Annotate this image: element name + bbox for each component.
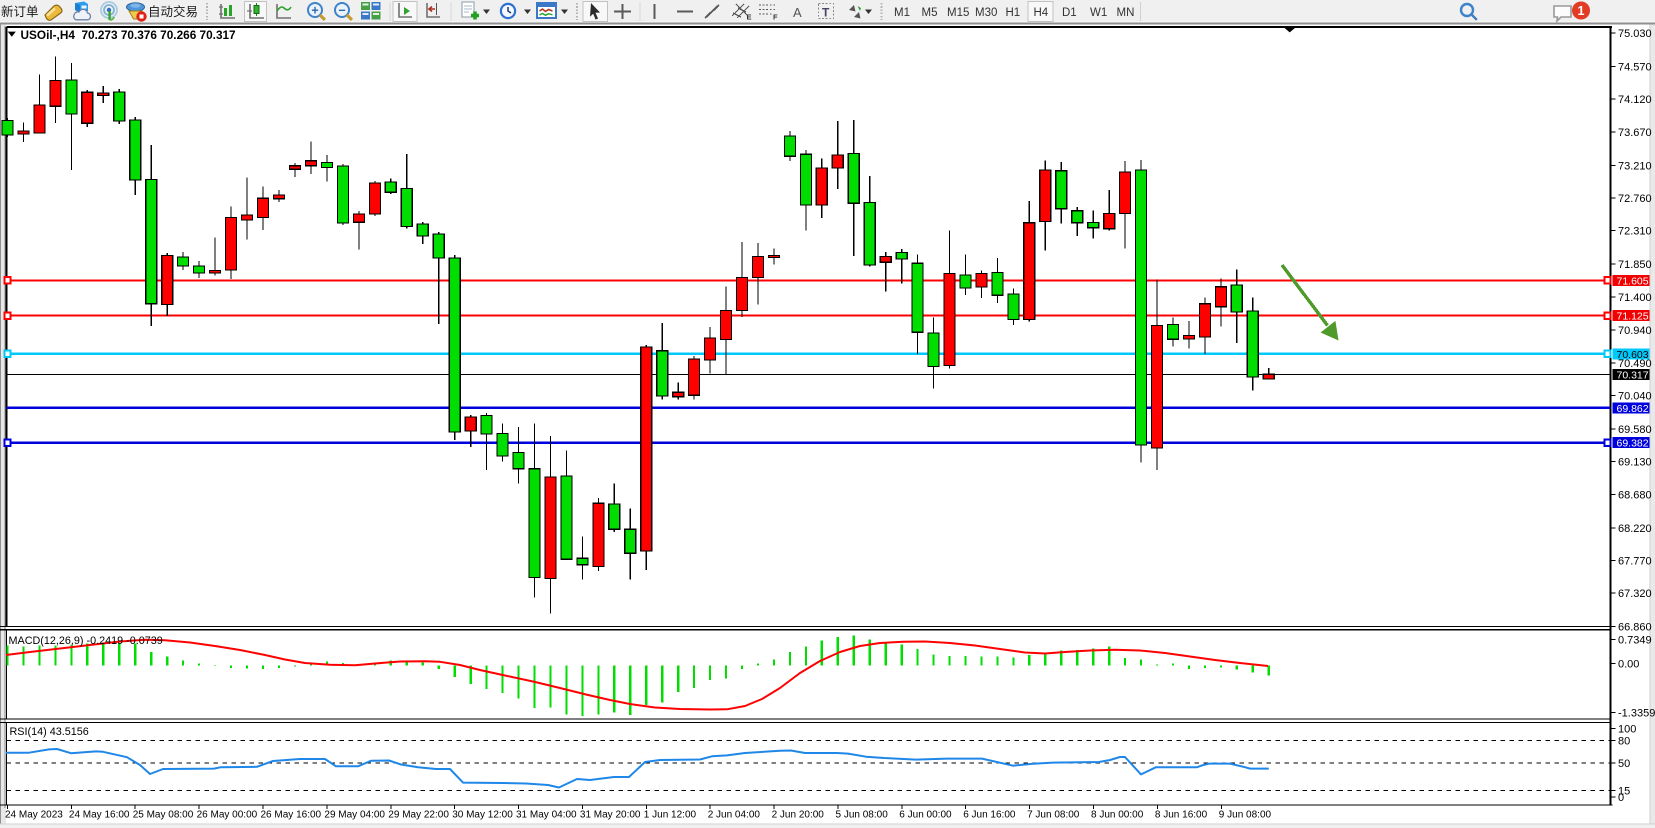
- svg-text:7 Jun 08:00: 7 Jun 08:00: [1027, 810, 1080, 821]
- svg-text:H1: H1: [1006, 7, 1021, 19]
- svg-text:0: 0: [1618, 792, 1624, 804]
- svg-text:1: 1: [1578, 4, 1585, 18]
- svg-text:E: E: [747, 13, 752, 22]
- svg-text:50: 50: [1618, 758, 1630, 770]
- svg-text:69.580: 69.580: [1618, 424, 1652, 436]
- svg-text:-1.3359: -1.3359: [1618, 707, 1655, 719]
- svg-text:67.770: 67.770: [1618, 556, 1652, 568]
- svg-text:68.220: 68.220: [1618, 523, 1652, 535]
- svg-text:25 May 08:00: 25 May 08:00: [133, 810, 194, 821]
- svg-text:73.210: 73.210: [1618, 160, 1652, 172]
- svg-text:100: 100: [1618, 724, 1636, 736]
- svg-text:75.030: 75.030: [1618, 28, 1652, 40]
- svg-text:70.603: 70.603: [1617, 349, 1649, 361]
- svg-text:72.310: 72.310: [1618, 226, 1652, 238]
- svg-text:+: +: [311, 3, 318, 17]
- svg-text:0.7349: 0.7349: [1618, 634, 1652, 646]
- svg-text:74.570: 74.570: [1618, 61, 1652, 73]
- svg-text:31 May 04:00: 31 May 04:00: [516, 810, 577, 821]
- svg-text:67.320: 67.320: [1618, 588, 1652, 600]
- svg-text:66.860: 66.860: [1618, 622, 1652, 634]
- svg-text:M1: M1: [894, 7, 910, 19]
- svg-text:MN: MN: [1117, 7, 1135, 19]
- svg-text:74.120: 74.120: [1618, 94, 1652, 106]
- svg-text:6 Jun 16:00: 6 Jun 16:00: [963, 810, 1016, 821]
- svg-text:T: T: [822, 6, 830, 20]
- svg-text:−: −: [338, 3, 345, 17]
- svg-text:新订单: 新订单: [1, 4, 39, 19]
- svg-text:30 May 12:00: 30 May 12:00: [452, 810, 513, 821]
- svg-text:70.317: 70.317: [1617, 369, 1649, 381]
- svg-text:9 Jun 08:00: 9 Jun 08:00: [1219, 810, 1272, 821]
- svg-text:自动交易: 自动交易: [148, 4, 198, 19]
- svg-text:A: A: [793, 5, 802, 20]
- svg-text:24 May 2023: 24 May 2023: [5, 810, 63, 821]
- svg-text:73.670: 73.670: [1618, 127, 1652, 139]
- svg-text:0.00: 0.00: [1618, 658, 1639, 670]
- svg-text:2 Jun 20:00: 2 Jun 20:00: [772, 810, 825, 821]
- svg-text:M30: M30: [975, 7, 997, 19]
- svg-text:71.605: 71.605: [1617, 275, 1649, 287]
- svg-text:15: 15: [1618, 786, 1630, 798]
- svg-text:6 Jun 00:00: 6 Jun 00:00: [899, 810, 952, 821]
- svg-text:8 Jun 16:00: 8 Jun 16:00: [1155, 810, 1208, 821]
- svg-text:69.862: 69.862: [1617, 403, 1649, 415]
- svg-text:68.680: 68.680: [1618, 489, 1652, 501]
- svg-text:72.760: 72.760: [1618, 193, 1652, 205]
- svg-text:MACD(12,26,9) -0.2419 -0.0739: MACD(12,26,9) -0.2419 -0.0739: [9, 635, 163, 647]
- svg-text:31 May 20:00: 31 May 20:00: [580, 810, 641, 821]
- svg-text:29 May 22:00: 29 May 22:00: [388, 810, 449, 821]
- svg-text:W1: W1: [1090, 7, 1107, 19]
- svg-text:71.400: 71.400: [1618, 292, 1652, 304]
- svg-text:M5: M5: [922, 7, 938, 19]
- svg-text:29 May 04:00: 29 May 04:00: [324, 810, 385, 821]
- svg-text:24 May 16:00: 24 May 16:00: [69, 810, 130, 821]
- svg-text:71.850: 71.850: [1618, 259, 1652, 271]
- svg-text:F: F: [773, 13, 778, 22]
- svg-text:D1: D1: [1062, 7, 1077, 19]
- svg-text:8 Jun 00:00: 8 Jun 00:00: [1091, 810, 1144, 821]
- svg-text:26 May 00:00: 26 May 00:00: [197, 810, 258, 821]
- svg-text:M15: M15: [947, 7, 969, 19]
- svg-text:H4: H4: [1034, 7, 1049, 19]
- svg-text:70.490: 70.490: [1618, 358, 1652, 370]
- svg-text:5 Jun 08:00: 5 Jun 08:00: [836, 810, 889, 821]
- svg-text:1 Jun 12:00: 1 Jun 12:00: [644, 810, 697, 821]
- svg-text:71.125: 71.125: [1617, 311, 1649, 323]
- svg-text:2 Jun 04:00: 2 Jun 04:00: [708, 810, 761, 821]
- svg-text:26 May 16:00: 26 May 16:00: [261, 810, 322, 821]
- svg-text:69.130: 69.130: [1618, 457, 1652, 469]
- svg-text:69.382: 69.382: [1617, 438, 1649, 450]
- svg-text:80: 80: [1618, 735, 1630, 747]
- svg-text:RSI(14) 43.5156: RSI(14) 43.5156: [10, 726, 89, 738]
- svg-text:70.040: 70.040: [1618, 391, 1652, 403]
- svg-text:70.940: 70.940: [1618, 325, 1652, 337]
- svg-text:USOil-,H4 70.273 70.376 70.26: USOil-,H4 70.273 70.376 70.266 70.317: [21, 28, 237, 42]
